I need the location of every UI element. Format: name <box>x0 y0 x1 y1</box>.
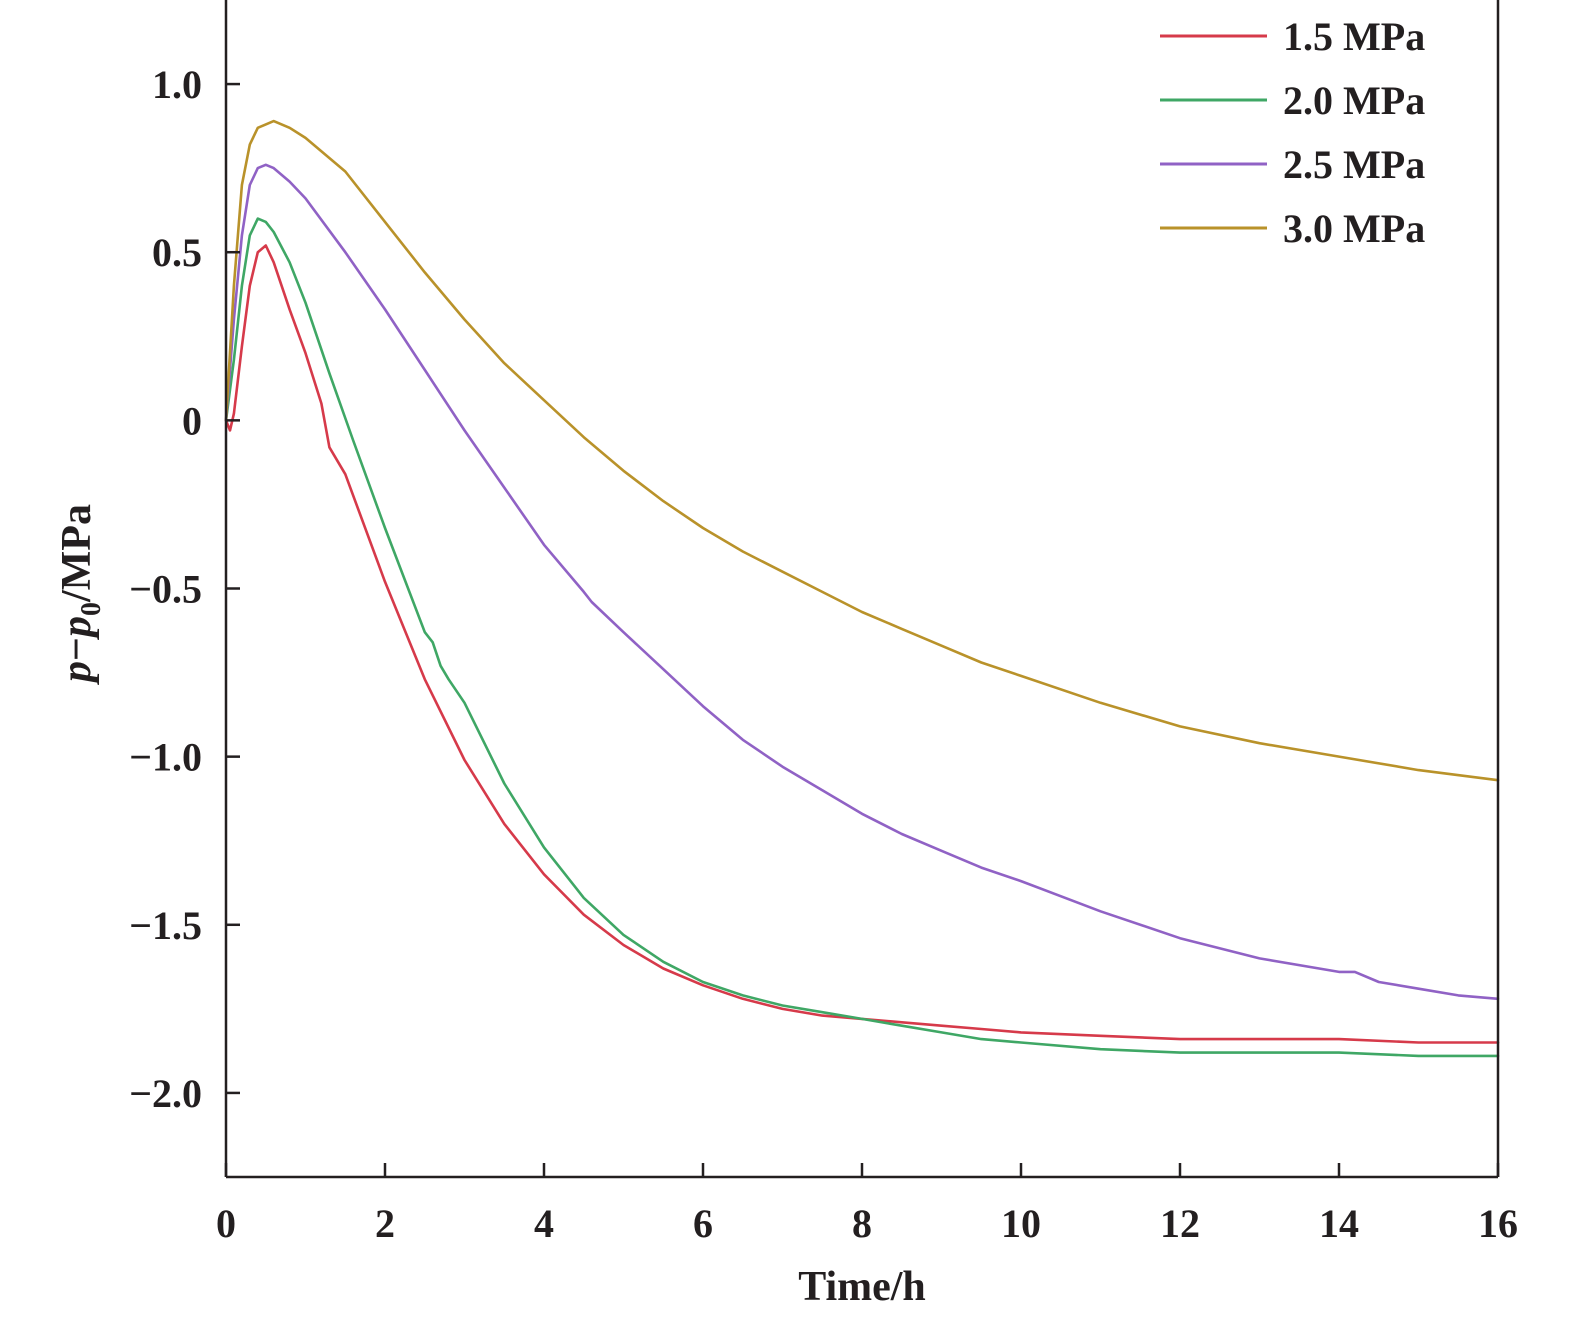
y-axis-label-dash: − <box>54 637 100 661</box>
x-tick-label: 2 <box>375 1201 395 1246</box>
x-tick-label: 12 <box>1160 1201 1200 1246</box>
legend-label-4: 3.0 MPa <box>1283 206 1425 251</box>
x-ticks: 0 2 4 6 8 10 12 14 16 <box>216 1163 1518 1246</box>
x-tick-label: 8 <box>852 1201 872 1246</box>
y-tick-label: −0.5 <box>129 567 202 612</box>
x-tick-label: 0 <box>216 1201 236 1246</box>
legend-label-1: 1.5 MPa <box>1283 14 1425 59</box>
legend-label-2: 2.0 MPa <box>1283 78 1425 123</box>
y-axis-label-unit: /MPa <box>54 504 100 603</box>
x-tick-label: 4 <box>534 1201 554 1246</box>
x-tick-label: 10 <box>1001 1201 1041 1246</box>
y-tick-label: −1.5 <box>129 903 202 948</box>
series-line-4 <box>224 119 1500 782</box>
y-tick-label: 0.5 <box>152 230 202 275</box>
y-tick-label: 0 <box>182 398 202 443</box>
series-line-2 <box>224 217 1500 1058</box>
plot-series <box>224 119 1500 1058</box>
x-tick-label: 16 <box>1478 1201 1518 1246</box>
y-tick-label: −2.0 <box>129 1071 202 1116</box>
legend-label-3: 2.5 MPa <box>1283 142 1425 187</box>
y-axis-label-p2: p <box>54 616 100 640</box>
x-axis-label: Time/h <box>798 1264 926 1310</box>
series-line-1 <box>224 244 1500 1044</box>
x-tick-label: 6 <box>693 1201 713 1246</box>
x-tick-label: 14 <box>1319 1201 1359 1246</box>
y-ticks: 1.0 0.5 0 −0.5 −1.0 −1.5 −2.0 <box>129 62 240 1116</box>
y-tick-label: −1.0 <box>129 735 202 780</box>
y-tick-label: 1.0 <box>152 62 202 107</box>
y-axis-label: p−p0/MPa <box>54 504 107 685</box>
y-axis-label-p1: p <box>54 661 100 685</box>
series-line-3 <box>224 163 1500 1001</box>
y-axis-label-sub: 0 <box>76 602 107 616</box>
legend: 1.5 MPa 2.0 MPa 2.5 MPa 3.0 MPa <box>1160 14 1425 251</box>
